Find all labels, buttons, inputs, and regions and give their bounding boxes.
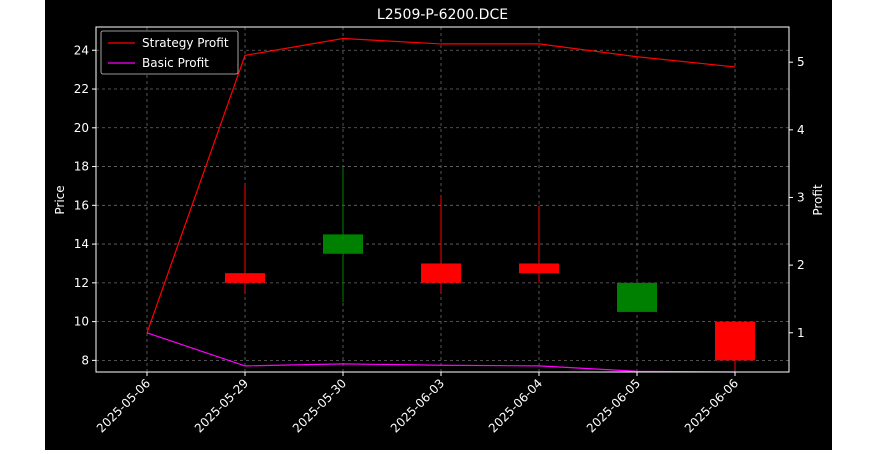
legend-label-basic-profit: Basic Profit [142, 56, 209, 70]
plot-frame [95, 26, 790, 373]
figure-background [45, 0, 832, 450]
price-tick-label-1: 10 [74, 315, 89, 329]
price-tick-label-6: 20 [74, 121, 89, 135]
legend-label-strategy-profit: Strategy Profit [142, 36, 229, 50]
y-axis-label: Price [53, 185, 67, 214]
profit-tick-label-0: 1 [797, 326, 805, 340]
price-tick-label-8: 24 [74, 43, 89, 57]
price-tick-label-4: 16 [74, 198, 89, 212]
profit-tick-label-4: 5 [797, 55, 805, 69]
profit-axis: 1 2 3 4 5 [789, 55, 805, 340]
candle-body-5 [617, 282, 657, 312]
profit-tick-label-3: 4 [797, 123, 805, 137]
price-tick-label-3: 14 [74, 237, 89, 251]
price-tick-label-2: 12 [74, 276, 89, 290]
price-axis: 8 10 12 14 16 18 20 22 24 [74, 43, 96, 367]
profit-tick-label-1: 2 [797, 258, 805, 272]
candles [225, 166, 755, 371]
price-tick-label-5: 18 [74, 160, 89, 174]
legend-box [100, 30, 239, 75]
chart-title: L2509-P-6200.DCE [377, 7, 508, 23]
series-line-basic-profit [146, 332, 736, 373]
series-line-strategy-profit [146, 37, 736, 333]
candle-body-3 [421, 263, 461, 283]
price-tick-label-7: 22 [74, 82, 89, 96]
profit-lines [146, 37, 736, 373]
price-tick-label-0: 8 [81, 353, 89, 367]
legend: Strategy Profit Basic Profit [100, 30, 239, 75]
profit-tick-label-2: 3 [797, 190, 805, 204]
candle-body-4 [519, 263, 559, 274]
candle-body-6 [715, 321, 755, 361]
candle-body-2 [323, 234, 363, 254]
candle-body-1 [225, 273, 265, 283]
y2-axis-label: Profit [811, 184, 825, 216]
